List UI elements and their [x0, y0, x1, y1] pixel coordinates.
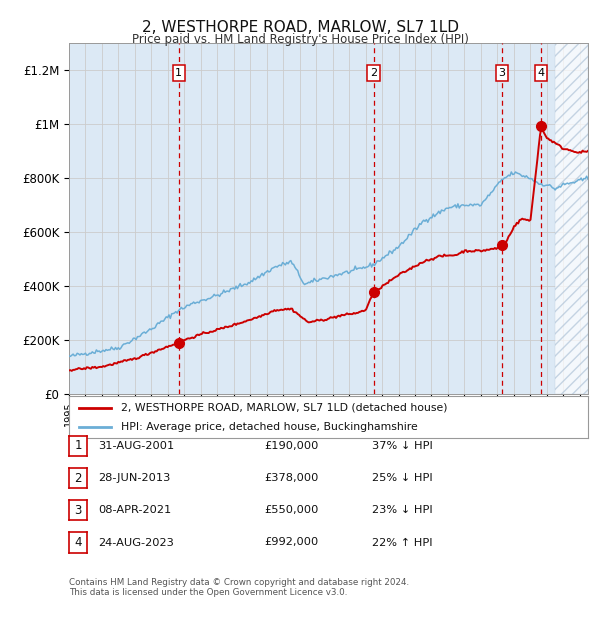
Text: 3: 3	[74, 504, 82, 516]
Text: 28-JUN-2013: 28-JUN-2013	[98, 473, 170, 483]
Text: 2, WESTHORPE ROAD, MARLOW, SL7 1LD: 2, WESTHORPE ROAD, MARLOW, SL7 1LD	[142, 20, 458, 35]
Text: 2: 2	[370, 68, 377, 78]
Text: £550,000: £550,000	[264, 505, 319, 515]
Text: HPI: Average price, detached house, Buckinghamshire: HPI: Average price, detached house, Buck…	[121, 422, 418, 432]
Text: Price paid vs. HM Land Registry's House Price Index (HPI): Price paid vs. HM Land Registry's House …	[131, 33, 469, 46]
Text: £378,000: £378,000	[264, 473, 319, 483]
Text: 37% ↓ HPI: 37% ↓ HPI	[372, 441, 433, 451]
Text: 4: 4	[74, 536, 82, 549]
Text: 1: 1	[175, 68, 182, 78]
Text: 1: 1	[74, 440, 82, 452]
Text: 2: 2	[74, 472, 82, 484]
Text: 23% ↓ HPI: 23% ↓ HPI	[372, 505, 433, 515]
Text: 25% ↓ HPI: 25% ↓ HPI	[372, 473, 433, 483]
Text: Contains HM Land Registry data © Crown copyright and database right 2024.
This d: Contains HM Land Registry data © Crown c…	[69, 578, 409, 597]
Text: £190,000: £190,000	[264, 441, 319, 451]
Text: 24-AUG-2023: 24-AUG-2023	[98, 538, 173, 547]
Text: £992,000: £992,000	[264, 538, 318, 547]
Text: 22% ↑ HPI: 22% ↑ HPI	[372, 538, 433, 547]
Text: 4: 4	[538, 68, 545, 78]
Text: 2, WESTHORPE ROAD, MARLOW, SL7 1LD (detached house): 2, WESTHORPE ROAD, MARLOW, SL7 1LD (deta…	[121, 402, 448, 412]
Text: 31-AUG-2001: 31-AUG-2001	[98, 441, 174, 451]
Text: 08-APR-2021: 08-APR-2021	[98, 505, 171, 515]
Text: 3: 3	[499, 68, 505, 78]
Polygon shape	[555, 43, 588, 394]
